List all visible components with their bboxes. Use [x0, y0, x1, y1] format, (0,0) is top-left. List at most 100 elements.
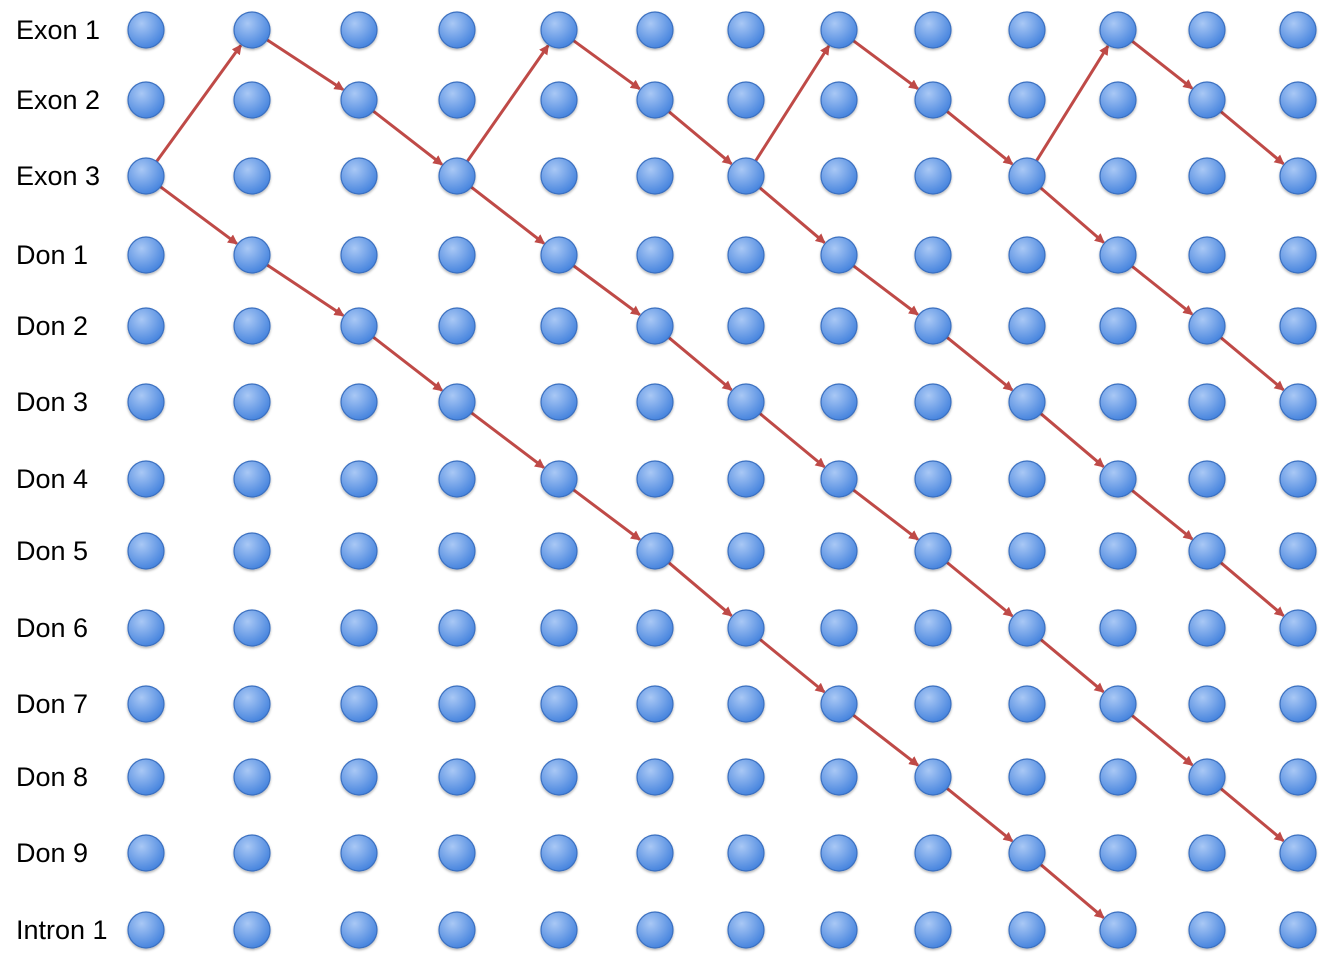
- transition-arrow: [1218, 560, 1285, 617]
- state-node-exon-3: [540, 157, 578, 195]
- state-node-don-2: [1008, 307, 1046, 345]
- state-node-don-1: [727, 236, 765, 274]
- transition-arrow: [850, 263, 919, 316]
- state-node-don-8: [1008, 758, 1046, 796]
- state-node-don-5: [727, 532, 765, 570]
- transition-arrow: [850, 487, 920, 541]
- state-node-don-2: [1188, 307, 1226, 345]
- state-node-don-9: [540, 834, 578, 872]
- row-label-don-9: Don 9: [16, 838, 88, 868]
- state-node-intron-1: [340, 911, 378, 949]
- transition-arrow: [757, 411, 826, 469]
- state-node-don-8: [340, 758, 378, 796]
- state-node-don-6: [1279, 609, 1317, 647]
- state-node-don-6: [540, 609, 578, 647]
- transition-arrow: [154, 44, 243, 164]
- transition-arrow: [757, 185, 826, 244]
- state-node-don-2: [1099, 307, 1137, 345]
- state-node-don-6: [340, 609, 378, 647]
- transition-arrow: [757, 636, 826, 694]
- state-node-intron-1: [727, 911, 765, 949]
- state-node-don-3: [438, 383, 476, 421]
- state-node-don-6: [914, 609, 952, 647]
- transition-arrow: [944, 108, 1014, 166]
- state-node-don-3: [636, 383, 674, 421]
- transition-arrow: [850, 38, 920, 90]
- transition-arrow: [1034, 44, 1110, 164]
- state-node-exon-2: [540, 81, 578, 119]
- state-node-intron-1: [233, 911, 271, 949]
- state-node-exon-1: [1279, 11, 1317, 49]
- state-node-exon-3: [233, 157, 271, 195]
- state-node-don-5: [636, 532, 674, 570]
- state-node-don-9: [1099, 834, 1137, 872]
- state-node-don-4: [340, 460, 378, 498]
- state-node-don-1: [1188, 236, 1226, 274]
- state-node-don-9: [1008, 834, 1046, 872]
- state-node-exon-2: [914, 81, 952, 119]
- state-node-don-3: [233, 383, 271, 421]
- row-label-don-1: Don 1: [16, 240, 88, 270]
- state-node-don-8: [1099, 758, 1137, 796]
- state-node-don-8: [127, 758, 165, 796]
- state-node-don-3: [340, 383, 378, 421]
- transition-arrow: [1038, 411, 1105, 468]
- transition-arrow: [1218, 786, 1285, 842]
- state-node-don-4: [820, 460, 858, 498]
- transition-arrow: [570, 487, 641, 541]
- state-node-don-1: [540, 236, 578, 274]
- transition-arrow: [264, 262, 345, 317]
- state-node-don-7: [820, 685, 858, 723]
- transition-arrows: [154, 37, 1285, 919]
- state-node-don-9: [727, 834, 765, 872]
- row-label-don-3: Don 3: [16, 387, 88, 417]
- state-node-don-4: [1188, 460, 1226, 498]
- state-node-exon-1: [1188, 11, 1226, 49]
- state-node-exon-2: [727, 81, 765, 119]
- state-node-exon-1: [127, 11, 165, 49]
- state-node-exon-1: [340, 11, 378, 49]
- state-node-don-6: [233, 609, 271, 647]
- state-node-exon-3: [127, 157, 165, 195]
- state-node-don-2: [820, 307, 858, 345]
- transition-arrow: [370, 334, 444, 392]
- row-label-exon-2: Exon 2: [16, 85, 100, 115]
- state-node-don-1: [914, 236, 952, 274]
- state-node-don-7: [727, 685, 765, 723]
- state-node-exon-1: [438, 11, 476, 49]
- state-node-don-9: [233, 834, 271, 872]
- state-node-don-7: [1188, 685, 1226, 723]
- transition-arrow: [753, 44, 831, 164]
- state-node-don-4: [233, 460, 271, 498]
- row-label-exon-1: Exon 1: [16, 15, 100, 45]
- state-node-don-3: [914, 383, 952, 421]
- state-node-don-6: [820, 609, 858, 647]
- state-node-exon-2: [1188, 81, 1226, 119]
- state-node-intron-1: [914, 911, 952, 949]
- state-node-don-8: [540, 758, 578, 796]
- transition-arrow: [666, 109, 733, 165]
- transition-arrow: [944, 559, 1014, 618]
- state-node-exon-2: [340, 81, 378, 119]
- state-node-exon-2: [820, 81, 858, 119]
- transition-arrow: [1129, 263, 1194, 316]
- transition-arrow: [1129, 38, 1194, 90]
- transition-arrow: [1218, 109, 1285, 165]
- state-node-intron-1: [820, 911, 858, 949]
- row-label-don-4: Don 4: [16, 464, 88, 494]
- row-label-exon-3: Exon 3: [16, 161, 100, 191]
- state-node-don-3: [127, 383, 165, 421]
- state-node-don-4: [914, 460, 952, 498]
- state-node-don-3: [1008, 383, 1046, 421]
- row-label-don-8: Don 8: [16, 762, 88, 792]
- state-node-don-9: [1279, 834, 1317, 872]
- state-node-don-8: [1279, 758, 1317, 796]
- state-node-don-9: [820, 834, 858, 872]
- state-node-don-1: [1279, 236, 1317, 274]
- state-node-don-5: [1279, 532, 1317, 570]
- state-node-don-8: [727, 758, 765, 796]
- transition-arrow: [1129, 712, 1194, 767]
- state-node-don-9: [636, 834, 674, 872]
- transition-arrow: [264, 37, 345, 91]
- state-node-don-6: [127, 609, 165, 647]
